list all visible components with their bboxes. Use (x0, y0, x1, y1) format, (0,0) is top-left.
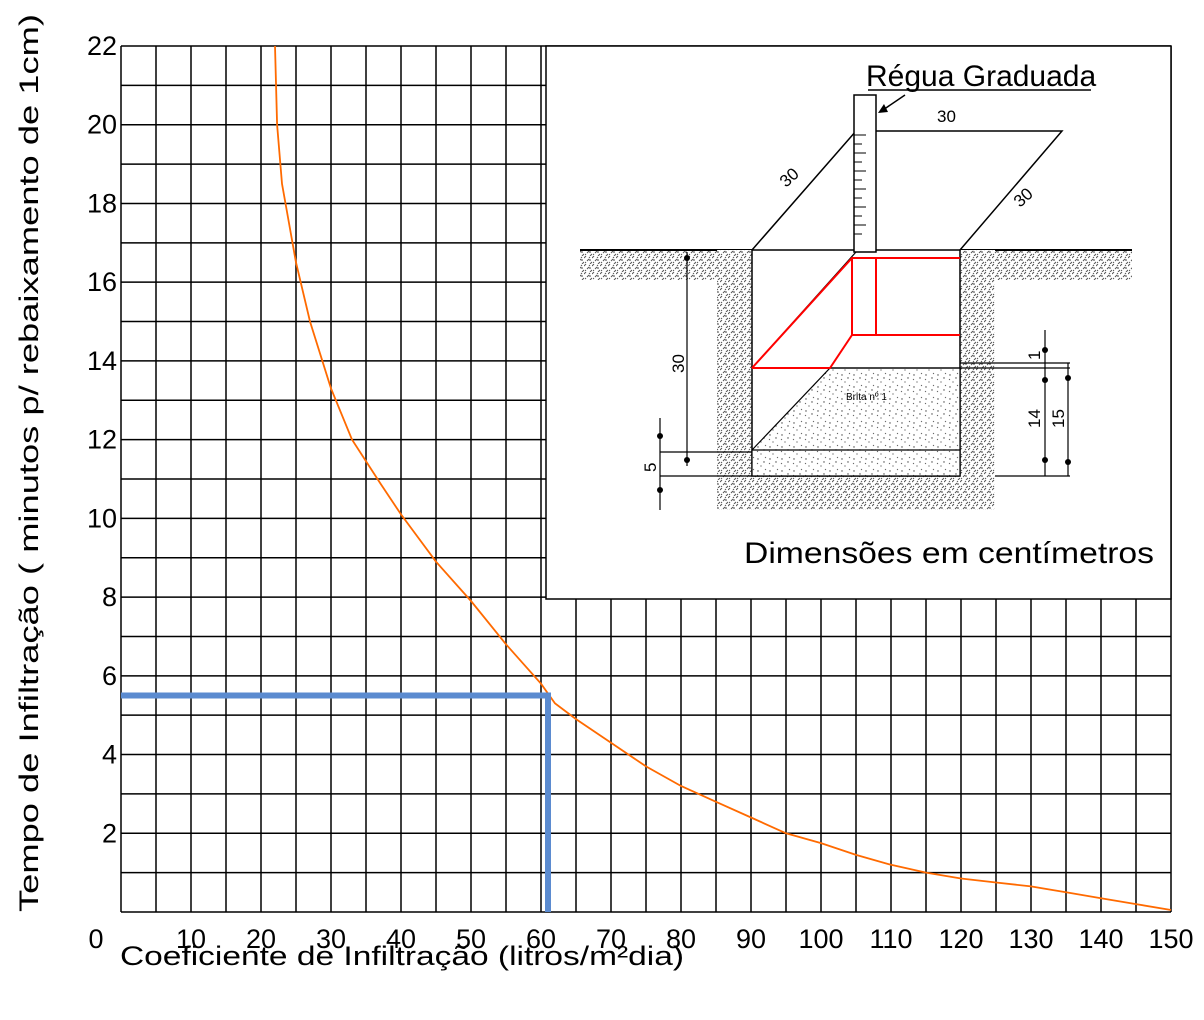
x-tick-label: 0 (88, 924, 103, 954)
soil-wall-right (960, 250, 995, 510)
y-axis-title: Tempo de Infiltração ( minutos p/ rebaix… (14, 14, 44, 912)
tick-labels: 0 10 20 30 40 50 60 70 80 90 100 110 120 130 140 150246… (87, 31, 1194, 954)
x-tick-label: 100 (798, 924, 843, 954)
x-tick-label: 150 (1148, 924, 1193, 954)
x-tick-label: 60 (526, 924, 556, 954)
dim-layer-a: 14 (1025, 409, 1044, 428)
x-tick-label: 30 (316, 924, 346, 954)
y-tick-label: 22 (87, 31, 117, 61)
graduated-ruler (853, 94, 877, 253)
y-tick-label: 2 (102, 818, 117, 848)
y-tick-label: 6 (102, 661, 117, 691)
dim-top: 30 (937, 107, 956, 126)
water-level-box (751, 257, 960, 369)
x-tick-label: 90 (736, 924, 766, 954)
ruler-label: Régua Graduada (866, 60, 1096, 93)
series (121, 45, 1172, 912)
y-tick-label: 14 (87, 346, 117, 376)
dim-depth: 30 (669, 354, 688, 373)
x-tick-label: 20 (246, 924, 276, 954)
y-tick-label: 16 (87, 267, 117, 297)
dim-layer-b: 15 (1049, 409, 1068, 428)
test-pit-diagram: Brita nº 1 Régua Graduada 30 30 30 30 5 (545, 45, 1172, 600)
y-tick-label: 20 (87, 110, 117, 140)
x-tick-label: 80 (666, 924, 696, 954)
x-tick-label: 110 (869, 924, 912, 954)
y-tick-label: 12 (87, 425, 117, 455)
reading-guide-line (121, 692, 551, 912)
y-tick-label: 18 (87, 188, 117, 218)
x-tick-label: 130 (1008, 924, 1053, 954)
y-tick-label: 8 (102, 582, 117, 612)
soil-floor (717, 476, 995, 510)
inset-caption: Dimensões em centímetros (744, 537, 1154, 570)
infiltration-curve (274, 45, 1172, 911)
x-tick-label: 140 (1078, 924, 1123, 954)
x-tick-label: 50 (456, 924, 486, 954)
y-tick-label: 4 (102, 740, 117, 770)
x-tick-label: 120 (938, 924, 983, 954)
ruler-ticks (854, 134, 866, 235)
dim-layer-top: 1 (1025, 351, 1044, 360)
y-tick-label: 10 (87, 503, 117, 533)
gravel-label: Brita nº 1 (846, 392, 887, 403)
x-tick-label: 40 (386, 924, 416, 954)
x-tick-label: 70 (596, 924, 626, 954)
dim-bottom: 5 (641, 463, 660, 472)
x-axis-title: Coeficiente de Infiltração (litros/m²dia… (120, 941, 684, 971)
x-tick-label: 10 (176, 924, 206, 954)
gravel-layer (751, 367, 961, 477)
soil-wall-left (717, 250, 752, 510)
